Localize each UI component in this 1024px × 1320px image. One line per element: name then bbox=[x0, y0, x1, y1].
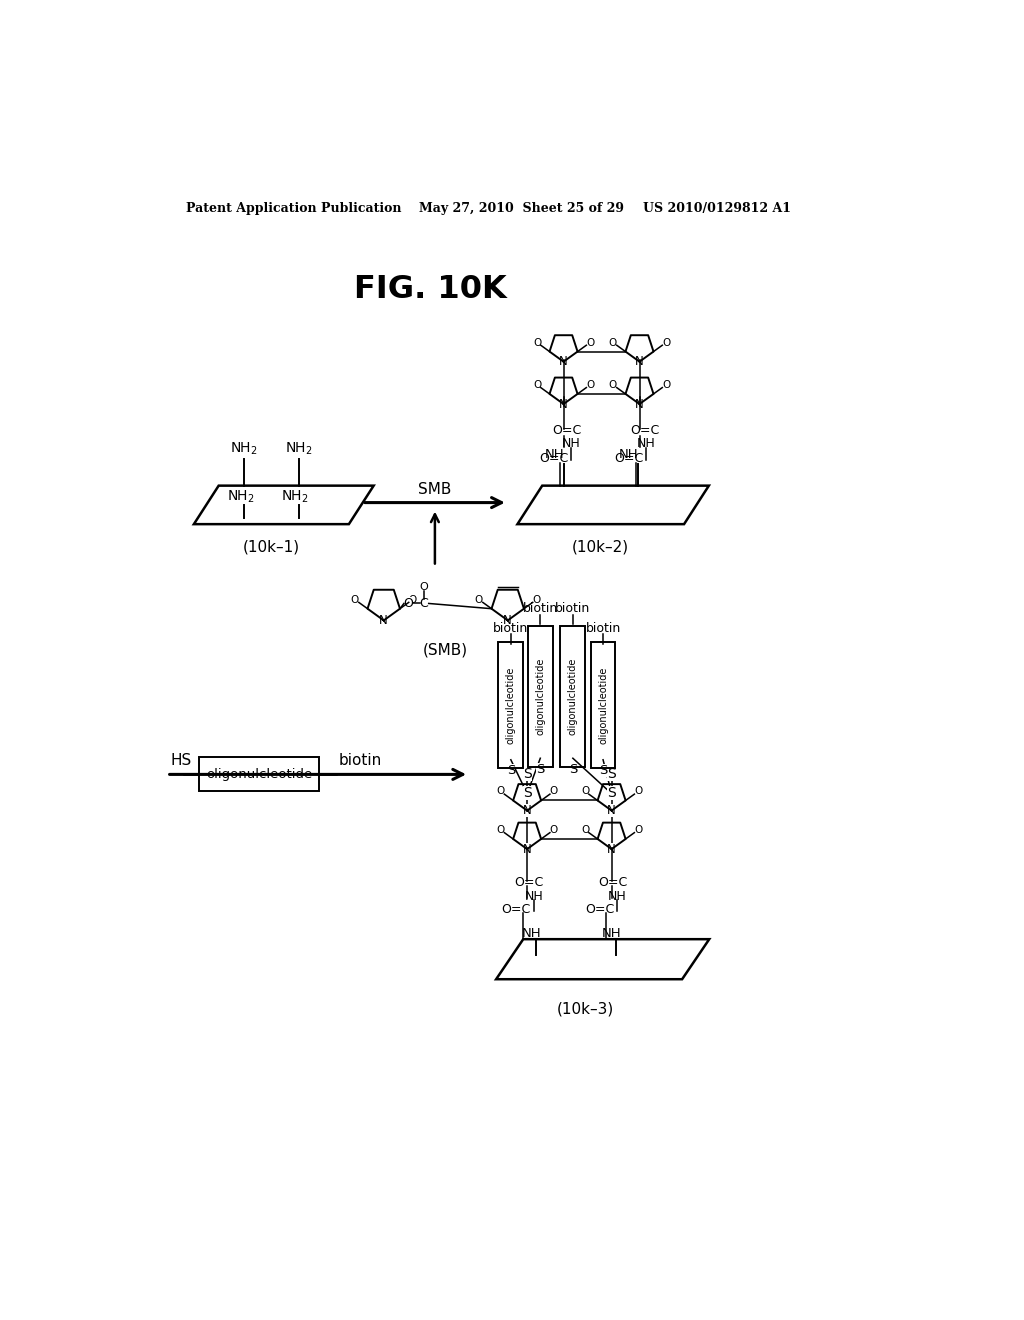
Text: O: O bbox=[497, 787, 505, 796]
Text: biotin: biotin bbox=[555, 602, 591, 615]
Text: N: N bbox=[607, 842, 616, 855]
Text: oligonulcleotide: oligonulcleotide bbox=[206, 768, 312, 781]
Text: (SMB): (SMB) bbox=[423, 642, 468, 657]
Polygon shape bbox=[517, 486, 709, 524]
Text: NH: NH bbox=[607, 890, 627, 903]
Text: O: O bbox=[609, 338, 617, 347]
Text: HS: HS bbox=[171, 752, 191, 768]
Text: S: S bbox=[599, 764, 607, 777]
Text: NH: NH bbox=[637, 437, 655, 450]
Text: O=C: O=C bbox=[553, 424, 582, 437]
Text: O: O bbox=[351, 594, 359, 605]
Text: biotin: biotin bbox=[339, 752, 382, 768]
Text: NH$_2$: NH$_2$ bbox=[285, 441, 312, 457]
Text: (10k–2): (10k–2) bbox=[572, 540, 630, 554]
Text: O=C: O=C bbox=[539, 453, 568, 465]
Text: O: O bbox=[609, 380, 617, 389]
Text: O: O bbox=[475, 594, 483, 605]
Text: oligonulcleotide: oligonulcleotide bbox=[506, 667, 516, 743]
Polygon shape bbox=[496, 940, 710, 979]
Text: O: O bbox=[586, 338, 594, 347]
Text: O: O bbox=[634, 825, 642, 836]
Text: S: S bbox=[522, 767, 531, 780]
Text: O: O bbox=[550, 825, 558, 836]
Text: N: N bbox=[559, 355, 568, 368]
Text: S: S bbox=[537, 763, 545, 776]
Text: O: O bbox=[581, 787, 589, 796]
Text: NH$_2$: NH$_2$ bbox=[226, 488, 254, 506]
Text: O: O bbox=[532, 594, 541, 605]
Text: N: N bbox=[522, 842, 531, 855]
Text: US 2010/0129812 A1: US 2010/0129812 A1 bbox=[643, 202, 792, 215]
Text: N: N bbox=[379, 614, 388, 627]
Text: (10k–1): (10k–1) bbox=[243, 540, 300, 554]
Text: O: O bbox=[409, 594, 417, 605]
Text: O=C: O=C bbox=[514, 875, 543, 888]
Text: NH: NH bbox=[524, 890, 544, 903]
Text: O=C: O=C bbox=[614, 453, 644, 465]
Text: N: N bbox=[522, 804, 531, 817]
Text: biotin: biotin bbox=[494, 622, 528, 635]
Text: (10k–3): (10k–3) bbox=[557, 1002, 613, 1016]
Text: O: O bbox=[581, 825, 589, 836]
Text: O: O bbox=[550, 787, 558, 796]
Text: O=C: O=C bbox=[630, 424, 659, 437]
Text: C: C bbox=[420, 597, 428, 610]
Text: N: N bbox=[635, 355, 644, 368]
Text: N: N bbox=[504, 614, 512, 627]
Text: N: N bbox=[559, 397, 568, 411]
Text: oligonulcleotide: oligonulcleotide bbox=[598, 667, 608, 743]
Text: NH: NH bbox=[562, 437, 581, 450]
Text: O=C: O=C bbox=[598, 875, 628, 888]
Text: O: O bbox=[403, 597, 414, 610]
Text: S: S bbox=[607, 767, 616, 780]
Text: Patent Application Publication: Patent Application Publication bbox=[186, 202, 401, 215]
Text: O: O bbox=[532, 338, 541, 347]
Text: O=C: O=C bbox=[586, 903, 614, 916]
Text: NH: NH bbox=[602, 927, 622, 940]
Text: O=C: O=C bbox=[502, 903, 530, 916]
Text: NH: NH bbox=[618, 449, 638, 462]
Text: oligonulcleotide: oligonulcleotide bbox=[536, 657, 546, 735]
Text: S: S bbox=[607, 785, 616, 800]
Text: O: O bbox=[662, 380, 670, 389]
Text: S: S bbox=[568, 763, 578, 776]
Text: NH: NH bbox=[545, 449, 564, 462]
Text: S: S bbox=[522, 785, 531, 800]
Text: O: O bbox=[634, 787, 642, 796]
Text: oligonulcleotide: oligonulcleotide bbox=[568, 657, 578, 735]
Polygon shape bbox=[194, 486, 374, 524]
Text: N: N bbox=[607, 804, 616, 817]
Text: O: O bbox=[532, 380, 541, 389]
Text: NH$_2$: NH$_2$ bbox=[230, 441, 258, 457]
Text: FIG. 10K: FIG. 10K bbox=[354, 273, 507, 305]
Text: S: S bbox=[507, 764, 515, 777]
Text: NH$_2$: NH$_2$ bbox=[281, 488, 308, 506]
Text: O: O bbox=[497, 825, 505, 836]
Text: O: O bbox=[662, 338, 670, 347]
Text: biotin: biotin bbox=[586, 622, 621, 635]
Text: NH: NH bbox=[522, 927, 542, 940]
Text: N: N bbox=[635, 397, 644, 411]
Text: SMB: SMB bbox=[418, 482, 452, 498]
Text: O: O bbox=[420, 582, 428, 591]
Text: May 27, 2010  Sheet 25 of 29: May 27, 2010 Sheet 25 of 29 bbox=[419, 202, 624, 215]
Text: biotin: biotin bbox=[522, 602, 558, 615]
Text: O: O bbox=[586, 380, 594, 389]
